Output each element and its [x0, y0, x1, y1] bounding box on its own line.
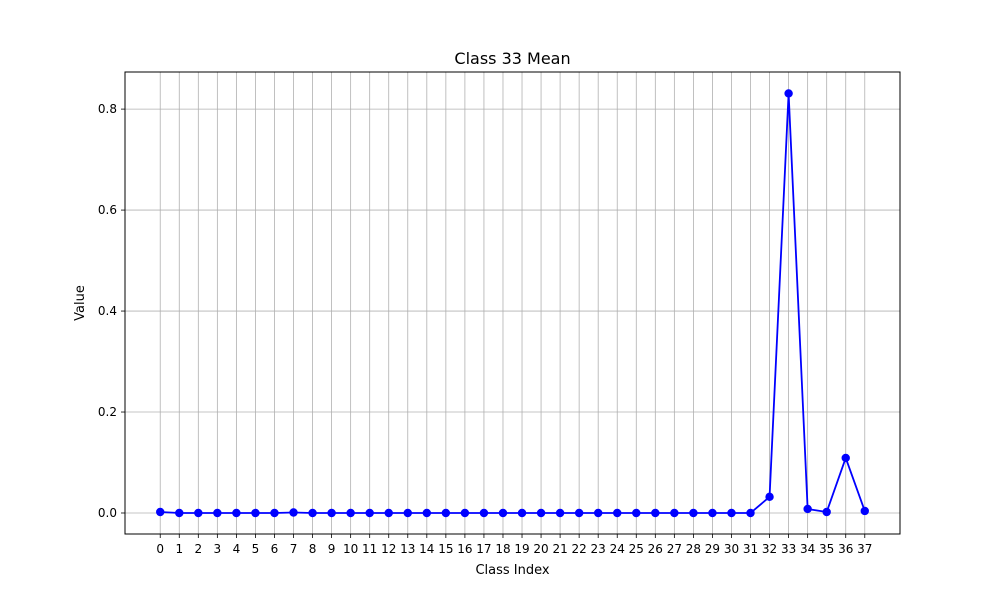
data-point: [175, 508, 184, 518]
x-tick-label: 6: [271, 542, 279, 556]
x-tick-label: 10: [343, 542, 358, 556]
y-tick-label: 0.6: [98, 203, 117, 217]
x-tick-label: 34: [800, 542, 815, 556]
data-point: [651, 508, 660, 518]
y-axis-label: Value: [73, 285, 88, 321]
chart-title: Class 33 Mean: [454, 49, 570, 68]
plot-frame: [124, 71, 901, 535]
x-tick-label: 16: [457, 542, 472, 556]
data-point: [479, 508, 489, 518]
series-layer: [156, 89, 869, 518]
x-tick-label: 5: [252, 542, 260, 556]
x-tick-label: 27: [667, 542, 682, 556]
data-point: [841, 453, 850, 463]
x-tick-label: 0: [156, 542, 164, 556]
data-point: [346, 508, 355, 518]
x-tick-label: 15: [438, 542, 453, 556]
x-tick-label: 22: [572, 542, 587, 556]
data-point: [194, 508, 203, 518]
x-tick-label: 33: [781, 542, 796, 556]
y-tick-label: 0.4: [98, 304, 117, 318]
y-tick-label: 0.2: [98, 405, 117, 419]
x-tick-label: 3: [214, 542, 222, 556]
x-tick-label: 7: [290, 542, 298, 556]
y-tick-label: 0.0: [98, 506, 117, 520]
data-point: [765, 492, 774, 502]
y-tick-label: 0.8: [98, 102, 117, 116]
x-tick-label: 28: [686, 542, 701, 556]
data-point: [460, 508, 470, 518]
data-point: [593, 508, 603, 518]
x-tick-label: 32: [762, 542, 777, 556]
data-point: [632, 508, 641, 518]
x-tick-label: 1: [175, 542, 183, 556]
data-point: [251, 508, 260, 518]
data-point: [803, 504, 812, 514]
x-tick-label: 36: [838, 542, 853, 556]
axis-ticks: 0 1 2 3 4 5 6 7 8 9 10 11 12 13 14 15 16 17 18 19 20 21 22 23 24…: [98, 102, 873, 556]
data-point: [860, 506, 869, 516]
data-point: [555, 508, 565, 518]
data-point: [327, 508, 336, 518]
data-point: [289, 508, 298, 517]
data-point: [574, 508, 584, 518]
data-point: [498, 508, 508, 518]
data-point: [156, 507, 165, 517]
data-point: [670, 508, 679, 518]
x-tick-label: 29: [705, 542, 720, 556]
data-point: [422, 508, 432, 518]
data-point: [441, 508, 451, 518]
data-point: [308, 508, 317, 518]
data-point: [365, 508, 374, 518]
x-tick-label: 8: [309, 542, 317, 556]
x-tick-label: 4: [233, 542, 241, 556]
x-tick-label: 13: [400, 542, 415, 556]
data-point: [517, 508, 527, 518]
data-point: [689, 508, 698, 518]
data-point: [784, 89, 793, 98]
data-point: [232, 508, 241, 518]
x-tick-label: 30: [724, 542, 739, 556]
x-tick-label: 35: [819, 542, 834, 556]
x-tick-label: 2: [194, 542, 202, 556]
x-axis-label: Class Index: [475, 563, 549, 578]
x-tick-label: 9: [328, 542, 336, 556]
data-point: [822, 507, 831, 517]
x-tick-label: 14: [419, 542, 434, 556]
x-tick-label: 17: [476, 542, 491, 556]
data-point: [727, 508, 736, 518]
data-point: [270, 508, 279, 518]
data-point: [403, 508, 412, 518]
data-point: [746, 508, 755, 518]
x-tick-label: 19: [514, 542, 529, 556]
data-point: [708, 508, 717, 518]
data-point: [536, 508, 546, 518]
x-tick-label: 20: [533, 542, 548, 556]
data-point: [384, 508, 393, 518]
x-tick-label: 18: [495, 542, 510, 556]
data-point: [613, 508, 622, 518]
x-tick-label: 21: [552, 542, 567, 556]
x-tick-label: 25: [629, 542, 644, 556]
x-tick-label: 11: [362, 542, 377, 556]
x-tick-label: 24: [610, 542, 625, 556]
grid-lines: [125, 72, 900, 534]
x-tick-label: 23: [591, 542, 606, 556]
x-tick-label: 31: [743, 542, 758, 556]
x-tick-label: 12: [381, 542, 396, 556]
x-tick-label: 37: [857, 542, 872, 556]
data-point: [213, 508, 222, 518]
x-tick-label: 26: [648, 542, 663, 556]
